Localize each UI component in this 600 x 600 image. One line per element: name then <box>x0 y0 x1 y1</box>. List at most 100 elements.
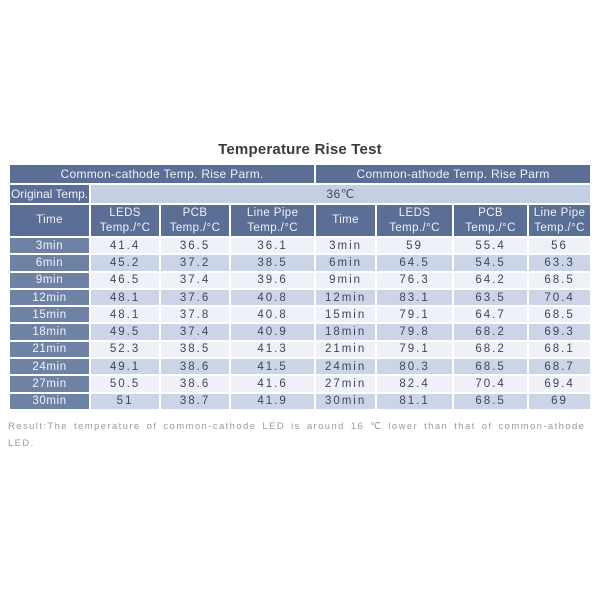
time-cell: 6min <box>7 253 92 273</box>
table-cell: 52.3 <box>89 339 162 360</box>
table-cell: 83.1 <box>375 287 455 308</box>
table-row: 15min 48.1 37.8 40.8 15min 79.1 64.7 68.… <box>7 305 592 325</box>
col-header-time-right: Time <box>314 203 378 238</box>
table-cell: 38.7 <box>159 391 231 411</box>
time-cell-right: 21min <box>314 339 378 360</box>
time-cell: 30min <box>7 391 92 411</box>
table-cell: 68.5 <box>527 270 592 290</box>
group-header-row: Common-cathode Temp. Rise Parm. Common-a… <box>7 163 592 185</box>
col-header-pcb-left: PCB Temp./°C <box>159 203 231 238</box>
col-header-linepipe-right: Line Pipe Temp./°C <box>527 203 592 238</box>
table-cell: 37.8 <box>159 305 231 325</box>
time-cell: 12min <box>7 287 92 308</box>
table-row: 27min 50.5 38.6 41.6 27min 82.4 70.4 69.… <box>7 374 592 394</box>
table-cell: 64.5 <box>375 253 455 273</box>
time-cell: 18min <box>7 322 92 342</box>
table-cell: 63.5 <box>452 287 530 308</box>
table-cell: 50.5 <box>89 374 162 394</box>
table-cell: 40.9 <box>228 322 317 342</box>
col-header-pcb-right: PCB Temp./°C <box>452 203 530 238</box>
table-row: 9min 46.5 37.4 39.6 9min 76.3 64.2 68.5 <box>7 270 592 290</box>
col-header-leds-right: LEDS Temp./°C <box>375 203 455 238</box>
table-cell: 81.1 <box>375 391 455 411</box>
table-cell: 68.5 <box>527 305 592 325</box>
table-row: 6min 45.2 37.2 38.5 6min 64.5 54.5 63.3 <box>7 253 592 273</box>
table-cell: 64.2 <box>452 270 530 290</box>
table-cell: 51 <box>89 391 162 411</box>
result-note: Result:The temperature of common-cathode… <box>8 420 586 450</box>
group-header-athode: Common-athode Temp. Rise Parm <box>314 163 592 185</box>
col-header-linepipe-left: Line Pipe Temp./°C <box>228 203 317 238</box>
time-cell-right: 27min <box>314 374 378 394</box>
time-cell: 15min <box>7 305 92 325</box>
table-cell: 69.3 <box>527 322 592 342</box>
table-head: Common-cathode Temp. Rise Parm. Common-a… <box>7 163 592 238</box>
table-cell: 36.1 <box>228 235 317 256</box>
table-cell: 68.1 <box>527 339 592 360</box>
table-cell: 63.3 <box>527 253 592 273</box>
col-header-leds-left: LEDS Temp./°C <box>89 203 162 238</box>
table-cell: 46.5 <box>89 270 162 290</box>
table-cell: 49.5 <box>89 322 162 342</box>
time-cell: 21min <box>7 339 92 360</box>
table-cell: 41.6 <box>228 374 317 394</box>
table-cell: 70.4 <box>452 374 530 394</box>
table-cell: 55.4 <box>452 235 530 256</box>
table-cell: 68.2 <box>452 322 530 342</box>
table-cell: 79.1 <box>375 305 455 325</box>
time-cell-right: 18min <box>314 322 378 342</box>
table-cell: 40.8 <box>228 305 317 325</box>
table-cell: 37.4 <box>159 322 231 342</box>
table-cell: 37.4 <box>159 270 231 290</box>
col-header-time-left: Time <box>7 203 92 238</box>
page-title: Temperature Rise Test <box>218 141 382 158</box>
table-cell: 38.5 <box>228 253 317 273</box>
table-cell: 68.2 <box>452 339 530 360</box>
time-cell-right: 3min <box>314 235 378 256</box>
table-cell: 48.1 <box>89 287 162 308</box>
time-cell: 24min <box>7 357 92 377</box>
time-cell-right: 30min <box>314 391 378 411</box>
table-cell: 39.6 <box>228 270 317 290</box>
table-row: 12min 48.1 37.6 40.8 12min 83.1 63.5 70.… <box>7 287 592 308</box>
group-header-cathode: Common-cathode Temp. Rise Parm. <box>7 163 317 185</box>
table-cell: 41.5 <box>228 357 317 377</box>
table-cell: 41.9 <box>228 391 317 411</box>
table-cell: 54.5 <box>452 253 530 273</box>
table-cell: 36.5 <box>159 235 231 256</box>
time-cell: 9min <box>7 270 92 290</box>
table-cell: 59 <box>375 235 455 256</box>
table-cell: 45.2 <box>89 253 162 273</box>
original-temp-row: Original Temp. 36℃ <box>7 183 592 205</box>
temperature-rise-table: Common-cathode Temp. Rise Parm. Common-a… <box>7 163 592 411</box>
table-cell: 70.4 <box>527 287 592 308</box>
table-cell: 48.1 <box>89 305 162 325</box>
table-row: 18min 49.5 37.4 40.9 18min 79.8 68.2 69.… <box>7 322 592 342</box>
table-cell: 64.7 <box>452 305 530 325</box>
time-cell-right: 9min <box>314 270 378 290</box>
time-cell: 3min <box>7 235 92 256</box>
time-cell-right: 15min <box>314 305 378 325</box>
table-cell: 37.6 <box>159 287 231 308</box>
table-cell: 41.4 <box>89 235 162 256</box>
table-cell: 79.1 <box>375 339 455 360</box>
table-cell: 76.3 <box>375 270 455 290</box>
table-cell: 68.7 <box>527 357 592 377</box>
table-cell: 40.8 <box>228 287 317 308</box>
table-cell: 68.5 <box>452 391 530 411</box>
time-cell-right: 6min <box>314 253 378 273</box>
table-cell: 80.3 <box>375 357 455 377</box>
time-cell-right: 24min <box>314 357 378 377</box>
table-cell: 37.2 <box>159 253 231 273</box>
time-cell: 27min <box>7 374 92 394</box>
table-body: 3min 41.4 36.5 36.1 3min 59 55.4 56 6min… <box>7 235 592 411</box>
table-cell: 79.8 <box>375 322 455 342</box>
table-cell: 38.5 <box>159 339 231 360</box>
table-row: 30min 51 38.7 41.9 30min 81.1 68.5 69 <box>7 391 592 411</box>
original-temp-label: Original Temp. <box>7 183 92 205</box>
time-cell-right: 12min <box>314 287 378 308</box>
table-cell: 49.1 <box>89 357 162 377</box>
table-cell: 41.3 <box>228 339 317 360</box>
table-cell: 38.6 <box>159 374 231 394</box>
column-header-row: Time LEDS Temp./°C PCB Temp./°C Line Pip… <box>7 203 592 238</box>
